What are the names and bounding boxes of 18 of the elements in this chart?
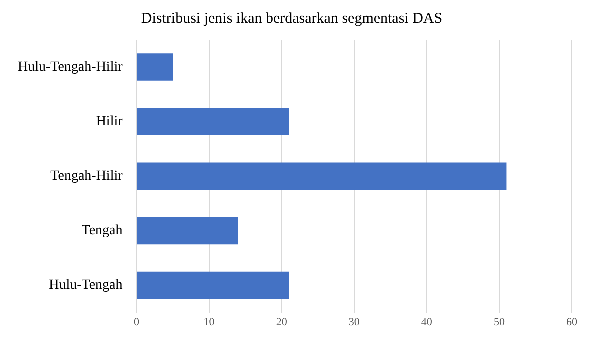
bar	[137, 217, 238, 245]
bar	[137, 108, 290, 136]
x-tick-label: 10	[204, 316, 216, 328]
y-tick-label: Hulu-Tengah-Hilir	[18, 60, 124, 75]
y-tick-label: Tengah-Hilir	[50, 169, 124, 184]
x-tick-label: 0	[134, 316, 140, 328]
bar	[137, 54, 174, 81]
y-tick-label: Tengah	[82, 224, 123, 239]
y-tick-label: Hulu-Tengah	[49, 278, 123, 294]
x-tick-label: 50	[494, 316, 506, 328]
y-tick-label: Hilir	[96, 114, 124, 130]
x-tick-label: 30	[348, 316, 360, 328]
bar	[137, 162, 507, 190]
chart-title: Distribusi jenis ikan berdasarkan segmentasi DAS	[141, 10, 443, 27]
bar	[137, 272, 290, 300]
x-tick-label: 60	[566, 316, 578, 328]
x-tick-label: 20	[276, 316, 288, 328]
x-tick-label: 40	[421, 316, 433, 328]
